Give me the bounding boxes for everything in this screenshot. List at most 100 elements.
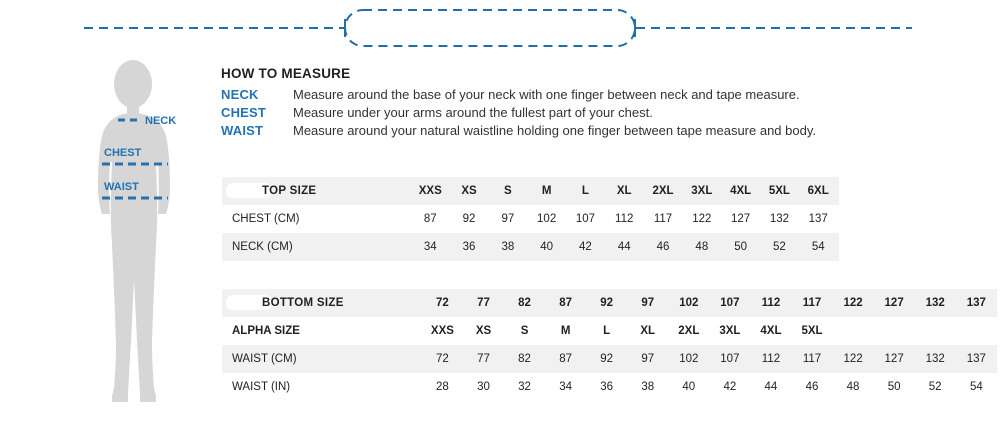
body-figure-svg: NECK CHEST WAIST	[98, 60, 176, 402]
bottom-size-header-cell: 112	[750, 289, 792, 317]
table-row-alpha-size: ALPHA SIZE XXS XS S M L XL 2XL 3XL 4XL 5…	[222, 317, 997, 345]
waist-marker-label: WAIST	[104, 181, 139, 193]
chest-marker-label: CHEST	[104, 147, 142, 159]
bottom-size-header-cell: 127	[873, 289, 915, 317]
cell-chest-cm: 122	[682, 205, 722, 233]
top-size-header-cell: M	[527, 177, 567, 205]
tape-measure-decoration	[0, 0, 1000, 56]
row-label-neck-cm: NECK (CM)	[222, 233, 411, 261]
how-to-desc-waist: Measure around your natural waistline ho…	[293, 123, 816, 138]
table-row-chest-cm: CHEST (CM) 87 92 97 102 107 112 117 122 …	[222, 205, 839, 233]
bottom-size-header-cell: 87	[545, 289, 587, 317]
cell-chest-cm: 102	[527, 205, 567, 233]
cell-chest-cm: 132	[760, 205, 799, 233]
tape-pill-outline	[344, 9, 636, 47]
cell-waist-in: 54	[955, 373, 997, 401]
cell-waist-cm: 72	[421, 345, 463, 373]
cell-waist-in: 46	[791, 373, 833, 401]
top-size-header-cell: XL	[604, 177, 644, 205]
bottom-size-header-cell: 97	[627, 289, 669, 317]
how-to-term-neck: NECK	[221, 87, 259, 102]
top-size-header-cell: 4XL	[721, 177, 761, 205]
cell-chest-cm: 107	[566, 205, 605, 233]
bottom-size-header-title: BOTTOM SIZE	[262, 297, 344, 309]
cell-chest-cm: 92	[449, 205, 489, 233]
cell-neck-cm: 42	[566, 233, 605, 261]
tape-measure-svg	[84, 9, 912, 47]
bottom-size-header-cell: 82	[504, 289, 546, 317]
top-size-header-row: XXS XS S M L XL 2XL 3XL 4XL 5XL 6XL	[222, 177, 839, 205]
cell-waist-in: 42	[709, 373, 751, 401]
silhouette-shape	[98, 60, 170, 402]
cell-waist-in: 30	[462, 373, 505, 401]
cell-alpha-size: 3XL	[709, 317, 751, 345]
cell-chest-cm: 117	[643, 205, 683, 233]
cell-neck-cm: 50	[721, 233, 761, 261]
cell-waist-in: 50	[873, 373, 915, 401]
bottom-size-header-cell: 132	[914, 289, 956, 317]
table-row-neck-cm: NECK (CM) 34 36 38 40 42 44 46 48 50 52 …	[222, 233, 839, 261]
row-label-alpha-size: ALPHA SIZE	[222, 317, 422, 345]
bottom-size-header-cell: 102	[668, 289, 710, 317]
bottom-size-header-cell: 122	[832, 289, 874, 317]
how-to-term-waist: WAIST	[221, 123, 264, 138]
bottom-size-header-cell: 72	[421, 289, 463, 317]
cell-alpha-size	[832, 317, 874, 345]
cell-neck-cm: 46	[643, 233, 683, 261]
bottom-size-header-cell: 77	[462, 289, 505, 317]
cell-chest-cm: 127	[721, 205, 761, 233]
row-label-waist-cm: WAIST (CM)	[222, 345, 422, 373]
top-size-header-title: TOP SIZE	[262, 185, 317, 197]
cell-alpha-size: M	[545, 317, 587, 345]
how-to-desc-chest: Measure under your arms around the fulle…	[293, 105, 653, 120]
top-size-header-cell: 5XL	[760, 177, 799, 205]
cell-waist-cm: 132	[914, 345, 956, 373]
how-to-measure-row-neck: NECK Measure around the base of your nec…	[221, 87, 921, 102]
cell-waist-in: 52	[914, 373, 956, 401]
row-spacer	[837, 233, 839, 261]
bottom-size-header-notch	[226, 295, 272, 310]
cell-neck-cm: 48	[682, 233, 722, 261]
cell-neck-cm: 40	[527, 233, 567, 261]
cell-chest-cm: 97	[488, 205, 528, 233]
cell-waist-cm: 127	[873, 345, 915, 373]
cell-alpha-size: S	[504, 317, 546, 345]
cell-waist-cm: 82	[504, 345, 546, 373]
cell-waist-in: 44	[750, 373, 792, 401]
cell-alpha-size: XS	[462, 317, 505, 345]
cell-alpha-size	[914, 317, 956, 345]
bottom-size-header-cell: 107	[709, 289, 751, 317]
cell-alpha-size: XL	[627, 317, 669, 345]
top-size-header-cell: 6XL	[798, 177, 838, 205]
how-to-measure-title: HOW TO MEASURE	[221, 66, 351, 81]
cell-waist-cm: 137	[955, 345, 997, 373]
cell-waist-cm: 92	[586, 345, 628, 373]
cell-waist-in: 40	[668, 373, 710, 401]
cell-alpha-size: XXS	[421, 317, 463, 345]
cell-alpha-size: 5XL	[791, 317, 833, 345]
cell-alpha-size	[955, 317, 997, 345]
top-size-header-cell: L	[566, 177, 605, 205]
body-figure-panel: NECK CHEST WAIST	[88, 58, 208, 408]
top-size-table: XXS XS S M L XL 2XL 3XL 4XL 5XL 6XL CHES…	[222, 177, 839, 261]
bottom-size-header-row: 72 77 82 87 92 97 102 107 112 117 122 12…	[222, 289, 997, 317]
top-size-header-cell: XS	[449, 177, 489, 205]
cell-neck-cm: 36	[449, 233, 489, 261]
cell-chest-cm: 87	[410, 205, 450, 233]
cell-neck-cm: 44	[604, 233, 644, 261]
neck-marker-label: NECK	[145, 115, 176, 127]
top-size-header-cell: XXS	[410, 177, 450, 205]
cell-waist-in: 34	[545, 373, 587, 401]
top-size-header-spacer	[837, 177, 839, 205]
cell-alpha-size: L	[586, 317, 628, 345]
bottom-size-header-cell: 137	[955, 289, 997, 317]
how-to-term-chest: CHEST	[221, 105, 267, 120]
bottom-size-header-cell: 117	[791, 289, 833, 317]
cell-neck-cm: 54	[798, 233, 838, 261]
table-row-waist-cm: WAIST (CM) 72 77 82 87 92 97 102 107 112…	[222, 345, 997, 373]
cell-waist-cm: 97	[627, 345, 669, 373]
cell-alpha-size: 4XL	[750, 317, 792, 345]
top-size-header-notch	[226, 183, 272, 198]
cell-waist-cm: 102	[668, 345, 710, 373]
cell-neck-cm: 34	[410, 233, 450, 261]
